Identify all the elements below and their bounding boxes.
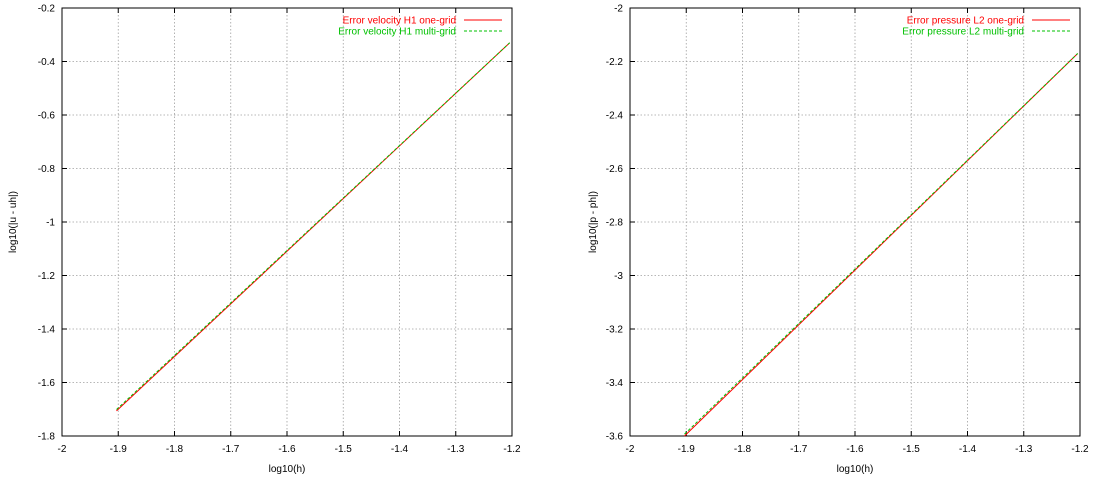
y-tick-label: -2 [614, 4, 623, 15]
y-tick-label: -2.4 [606, 111, 624, 122]
x-tick-label: -1.6 [278, 444, 296, 455]
x-tick-label: -1.8 [734, 444, 752, 455]
x-axis-label: log10(h) [837, 464, 874, 475]
y-tick-label: -3.6 [606, 432, 624, 443]
x-tick-label: -1.7 [222, 444, 240, 455]
y-axis-label: log10(|p - ph|) [588, 191, 599, 253]
legend-label-2: Error velocity H1 multi-grid [338, 27, 456, 38]
y-tick-label: -1.4 [38, 325, 56, 336]
chart-panel-2: -2 -1.9 -1.8 -1.7 -1.6 -1.5 -1.4 -1.3 -1.2 -3.6 -3… [588, 4, 1089, 476]
y-tick-label: -0.8 [38, 164, 56, 175]
x-tick-label: -1.4 [959, 444, 977, 455]
x-tick-label: -2 [58, 444, 67, 455]
x-axis-label: log10(h) [269, 464, 306, 475]
x-tick-label: -2 [626, 444, 635, 455]
y-tick-label: -2.6 [606, 164, 624, 175]
x-tick-label: -1.3 [1015, 444, 1033, 455]
y-tick-label: -1.2 [38, 271, 56, 282]
y-tick-label: -0.6 [38, 111, 56, 122]
legend-label-1: Error velocity H1 one-grid [343, 16, 456, 27]
y-tick-label: -2.8 [606, 218, 624, 229]
series-line-1 [684, 53, 1079, 437]
y-tick-label: -0.4 [38, 57, 56, 68]
legend-label-2: Error pressure L2 multi-grid [902, 27, 1024, 38]
x-tick-label: -1.9 [678, 444, 696, 455]
y-tick-label: -2.2 [606, 57, 624, 68]
x-tick-label: -1.4 [391, 444, 409, 455]
x-tick-label: -1.9 [110, 444, 128, 455]
chart-panel-1: -2 -1.9 -1.8 -1.7 -1.6 -1.5 -1.4 -1.3 -1.2 -1.8 -1… [8, 4, 521, 476]
y-tick-label: -3.4 [606, 378, 624, 389]
y-tick-label: -0.2 [38, 4, 56, 15]
series-line-2 [684, 53, 1079, 435]
y-axis-label: log10(|u - uh|) [8, 191, 19, 253]
x-tick-label: -1.6 [846, 444, 864, 455]
legend-label-1: Error pressure L2 one-grid [907, 16, 1024, 27]
x-tick-label: -1.2 [1071, 444, 1089, 455]
y-tick-label: -3.2 [606, 325, 624, 336]
y-tick-label: -1.6 [38, 378, 56, 389]
y-tick-label: -1.8 [38, 432, 56, 443]
x-tick-label: -1.7 [790, 444, 808, 455]
x-tick-label: -1.8 [166, 444, 184, 455]
x-tick-label: -1.5 [335, 444, 353, 455]
x-tick-label: -1.5 [903, 444, 921, 455]
y-tick-label: -1 [46, 218, 55, 229]
x-tick-label: -1.2 [503, 444, 521, 455]
x-tick-label: -1.3 [447, 444, 465, 455]
y-tick-label: -3 [614, 271, 623, 282]
